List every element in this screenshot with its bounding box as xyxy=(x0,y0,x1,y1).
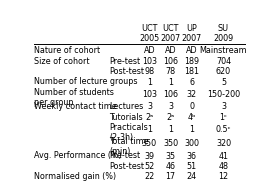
Text: 150-200: 150-200 xyxy=(207,90,240,99)
Text: 300: 300 xyxy=(184,139,199,148)
Text: AD: AD xyxy=(165,46,176,55)
Text: 1: 1 xyxy=(189,125,194,134)
Text: 704: 704 xyxy=(216,57,231,66)
Text: Post-test: Post-test xyxy=(109,162,144,171)
Text: 0.5ᶜ: 0.5ᶜ xyxy=(216,125,231,134)
Text: 181: 181 xyxy=(184,67,199,76)
Text: 1ᶜ: 1ᶜ xyxy=(219,113,227,122)
Text: 106: 106 xyxy=(163,57,178,66)
Text: 46: 46 xyxy=(166,162,176,171)
Text: 17: 17 xyxy=(165,172,176,181)
Text: UP
2007: UP 2007 xyxy=(182,24,202,43)
Text: 32: 32 xyxy=(187,90,197,99)
Text: Tutorials: Tutorials xyxy=(109,112,143,122)
Text: Post-test: Post-test xyxy=(109,67,144,76)
Text: 48: 48 xyxy=(218,162,229,171)
Text: 103: 103 xyxy=(142,57,157,66)
Text: 24: 24 xyxy=(187,172,197,181)
Text: Avg. Performance (%): Avg. Performance (%) xyxy=(34,151,122,160)
Text: 3: 3 xyxy=(168,102,173,111)
Text: 12: 12 xyxy=(218,172,229,181)
Text: 620: 620 xyxy=(216,67,231,76)
Text: Weekly contact time: Weekly contact time xyxy=(34,102,117,111)
Text: 320: 320 xyxy=(216,139,231,148)
Text: 5: 5 xyxy=(221,78,226,87)
Text: 78: 78 xyxy=(165,67,176,76)
Text: 4ᵇ: 4ᵇ xyxy=(188,113,196,122)
Text: Total time
(min): Total time (min) xyxy=(109,137,149,156)
Text: 2ᵃ: 2ᵃ xyxy=(167,113,175,122)
Text: 52: 52 xyxy=(144,162,155,171)
Text: 3: 3 xyxy=(221,102,226,111)
Text: 98: 98 xyxy=(144,67,155,76)
Text: 36: 36 xyxy=(187,152,197,161)
Text: 350: 350 xyxy=(142,139,157,148)
Text: 103: 103 xyxy=(142,90,157,99)
Text: UCT
2007: UCT 2007 xyxy=(161,24,181,43)
Text: 35: 35 xyxy=(165,152,176,161)
Text: Mainstream: Mainstream xyxy=(200,46,247,55)
Text: 1: 1 xyxy=(168,125,173,134)
Text: SU
2009: SU 2009 xyxy=(213,24,234,43)
Text: 1: 1 xyxy=(147,78,152,87)
Text: 2ᵃ: 2ᵃ xyxy=(145,113,153,122)
Text: 6: 6 xyxy=(189,78,194,87)
Text: Number of lecture groups: Number of lecture groups xyxy=(34,78,138,86)
Text: 41: 41 xyxy=(218,152,229,161)
Text: Lectures: Lectures xyxy=(109,102,144,111)
Text: Pre-test: Pre-test xyxy=(109,57,140,66)
Text: 39: 39 xyxy=(144,152,155,161)
Text: 0: 0 xyxy=(189,102,194,111)
Text: 106: 106 xyxy=(163,90,178,99)
Text: Size of cohort: Size of cohort xyxy=(34,57,90,66)
Text: 350: 350 xyxy=(163,139,178,148)
Text: Nature of cohort: Nature of cohort xyxy=(34,46,100,55)
Text: 1: 1 xyxy=(147,125,152,134)
Text: 189: 189 xyxy=(184,57,199,66)
Text: 1: 1 xyxy=(168,78,173,87)
Text: AD: AD xyxy=(186,46,198,55)
Text: Pre-test: Pre-test xyxy=(109,151,140,160)
Text: Normalised gain (%): Normalised gain (%) xyxy=(34,172,117,181)
Text: AD: AD xyxy=(144,46,155,55)
Text: Number of students
per group: Number of students per group xyxy=(34,88,114,107)
Text: 51: 51 xyxy=(187,162,197,171)
Text: 3: 3 xyxy=(147,102,152,111)
Text: UCT
2005: UCT 2005 xyxy=(139,24,159,43)
Text: 22: 22 xyxy=(144,172,155,181)
Text: Practicals
(2-3h): Practicals (2-3h) xyxy=(109,123,148,142)
